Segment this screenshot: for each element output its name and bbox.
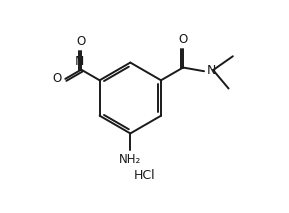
Text: O: O [179, 33, 188, 46]
Text: N: N [75, 55, 84, 68]
Text: NH₂: NH₂ [119, 153, 141, 166]
Text: O: O [53, 72, 62, 85]
Text: O: O [77, 35, 86, 48]
Text: HCl: HCl [134, 170, 155, 183]
Text: N: N [206, 64, 216, 77]
